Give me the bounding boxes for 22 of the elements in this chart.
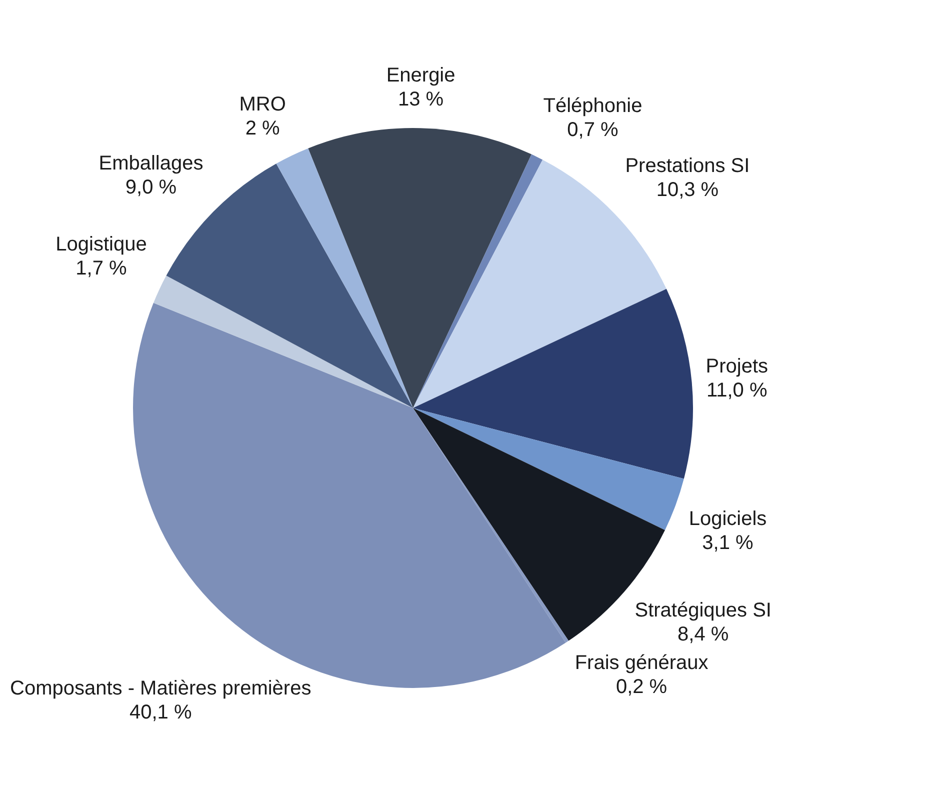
data-label: 2 % — [245, 117, 280, 140]
slice-label: Energie — [386, 64, 456, 87]
slice-label: MRO — [239, 93, 286, 116]
data-label: 10,3 % — [656, 179, 719, 202]
data-label: 0,7 % — [567, 118, 619, 141]
data-label: 9,0 % — [125, 176, 177, 199]
data-label: 40,1 % — [129, 701, 192, 724]
data-label: 13 % — [398, 88, 444, 111]
slice-label: Composants - Matières premières — [10, 677, 312, 700]
slice-label: Logiciels — [688, 508, 767, 530]
data-label: 1,7 % — [76, 258, 128, 280]
slice-label: Prestations SI — [625, 155, 750, 178]
slice-label: Frais généraux — [574, 652, 708, 674]
slice-label: Téléphonie — [543, 94, 642, 117]
slice-label: Stratégiques SI — [634, 600, 772, 622]
slice-label: Emballages — [98, 152, 204, 175]
data-label: 11,0 % — [706, 380, 768, 402]
data-label: 3,1 % — [702, 532, 754, 554]
data-label: 8,4 % — [678, 624, 729, 646]
slice-label: Logistique — [56, 234, 147, 256]
slice-label: Projets — [706, 356, 768, 378]
data-label: 0,2 % — [616, 676, 668, 698]
